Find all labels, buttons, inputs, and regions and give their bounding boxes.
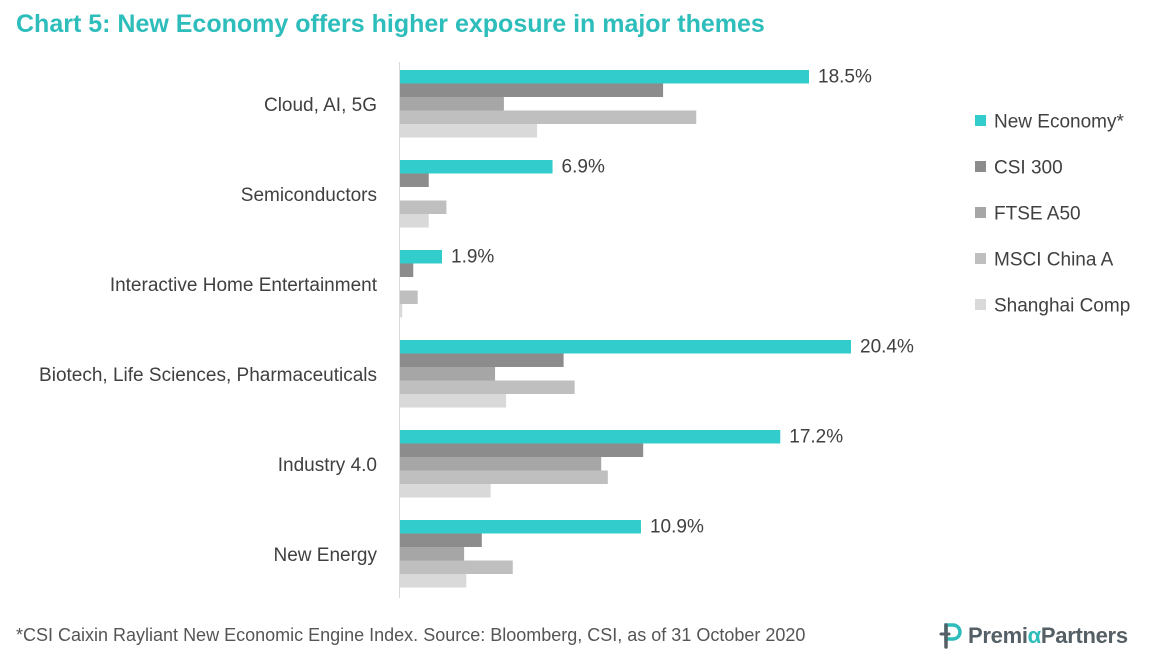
bar-new-economy	[400, 160, 553, 174]
chart-title: Chart 5: New Economy offers higher expos…	[16, 10, 765, 38]
bar-shanghai-comp	[400, 304, 403, 318]
bar-shanghai-comp	[400, 394, 507, 408]
category-label: Interactive Home Entertainment	[110, 275, 378, 296]
bar-ftse-a50	[400, 457, 602, 471]
premia-partners-logo: PremiαPartners	[938, 620, 1128, 652]
legend-swatch	[975, 253, 986, 264]
bar-ftse-a50	[400, 367, 496, 381]
category-label: Biotech, Life Sciences, Pharmaceuticals	[39, 365, 377, 386]
bar-msci-china-a	[400, 380, 575, 394]
logo-mark-icon	[939, 623, 962, 649]
logo-text: PremiαPartners	[968, 623, 1128, 648]
bar-shanghai-comp	[400, 574, 467, 588]
bar-shanghai-comp	[400, 214, 429, 228]
bar-msci-china-a	[400, 110, 697, 124]
bar-new-economy	[400, 520, 641, 534]
bar-msci-china-a	[400, 200, 447, 214]
bar-csi-300	[400, 353, 564, 367]
legend-entry: CSI 300	[994, 158, 1063, 179]
bar-csi-300	[400, 263, 414, 277]
legend-swatch	[975, 161, 986, 172]
category-label: Industry 4.0	[278, 455, 377, 476]
bar-ftse-a50	[400, 547, 465, 561]
bar-new-economy	[400, 250, 443, 264]
bar-csi-300	[400, 83, 664, 97]
bar-new-economy	[400, 430, 781, 444]
legend-entry: Shanghai Comp	[994, 296, 1130, 317]
bar-msci-china-a	[400, 470, 608, 484]
legend-entry: FTSE A50	[994, 204, 1081, 225]
legend-swatch	[975, 115, 986, 126]
data-label: 17.2%	[789, 427, 843, 448]
bar-new-economy	[400, 70, 809, 84]
category-label: New Energy	[274, 545, 378, 566]
data-label: 20.4%	[860, 337, 914, 358]
bar-csi-300	[400, 443, 644, 457]
legend-entry: New Economy*	[994, 112, 1124, 133]
legend-entry: MSCI China A	[994, 250, 1114, 271]
bar-msci-china-a	[400, 290, 418, 304]
bar-csi-300	[400, 533, 482, 547]
category-label: Semiconductors	[241, 185, 377, 206]
legend-swatch	[975, 207, 986, 218]
bar-shanghai-comp	[400, 124, 538, 138]
data-label: 1.9%	[451, 247, 494, 268]
bar-ftse-a50	[400, 97, 504, 111]
bar-new-economy	[400, 340, 852, 354]
data-label: 10.9%	[650, 517, 704, 538]
data-label: 6.9%	[562, 157, 605, 178]
bar-msci-china-a	[400, 560, 513, 574]
data-label: 18.5%	[818, 67, 872, 88]
category-label: Cloud, AI, 5G	[264, 95, 377, 116]
bar-csi-300	[400, 173, 429, 187]
footnote: *CSI Caixin Rayliant New Economic Engine…	[16, 625, 806, 645]
legend-swatch	[975, 299, 986, 310]
bar-shanghai-comp	[400, 484, 491, 498]
